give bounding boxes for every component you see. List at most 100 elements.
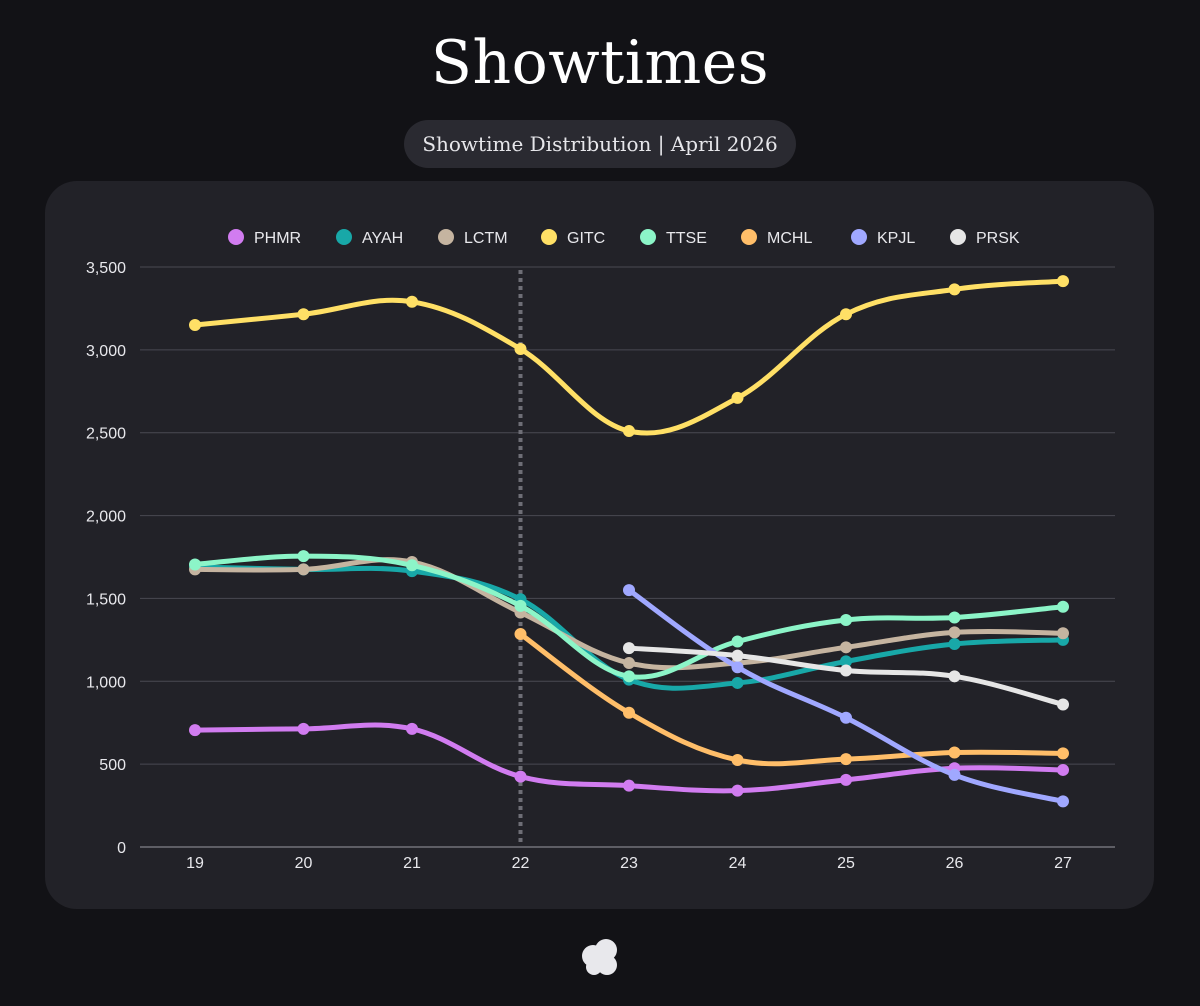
data-point [406,722,418,735]
data-point [731,661,744,674]
series-layer [189,275,1069,808]
data-point [514,628,527,641]
data-point [189,319,201,331]
data-point [1057,600,1069,613]
legend-marker [541,229,557,245]
data-point [623,670,635,683]
legend-label: KPJL [877,230,915,247]
data-point [623,584,635,597]
data-point [1057,698,1069,711]
data-point [840,664,852,677]
data-point [514,343,527,356]
data-point [731,784,744,797]
data-point [948,626,961,639]
y-tick-label: 1,000 [86,674,126,691]
legend-item: KPJL [851,229,915,247]
data-point [623,425,635,438]
data-point [731,754,744,766]
series-ayah [189,560,1069,691]
x-tick-label: 19 [186,855,204,872]
subtitle-badge: Showtime Distribution | April 2026 [404,120,796,168]
data-point [297,563,310,576]
y-tick-label: 0 [117,840,126,857]
legend-item: GITC [541,229,605,247]
legend-item: PRSK [950,229,1020,247]
data-point [623,779,635,792]
series-phmr [189,722,1069,797]
legend-label: PRSK [976,230,1020,247]
cloud-cluster-logo-icon [582,939,617,975]
data-point [514,599,527,612]
y-tick-label: 1,500 [86,591,126,608]
data-point [731,635,744,648]
data-point [731,391,744,404]
legend-marker [336,229,352,245]
series-ttse [189,550,1069,683]
legend: PHMR AYAH LCTM GITC TTSE MCHL KPJL PRSK [228,229,1020,247]
data-point [1057,275,1069,288]
data-point [297,722,310,735]
y-tick-label: 3,500 [86,260,126,277]
legend-marker [950,229,966,245]
data-point [189,724,201,737]
series-gitc [189,275,1069,438]
series-prsk [623,642,1069,711]
legend-item: MCHL [741,229,812,247]
y-tick-label: 500 [99,757,126,774]
legend-marker [741,229,757,245]
data-point [948,638,961,650]
data-point [623,642,635,655]
y-tick-label: 2,000 [86,509,126,526]
data-point [514,770,527,783]
legend-label: LCTM [464,230,508,247]
legend-item: LCTM [438,229,508,247]
data-point [1057,795,1069,808]
x-tick-label: 22 [512,855,530,872]
data-point [731,649,744,662]
legend-label: TTSE [666,230,707,247]
legend-label: AYAH [362,230,403,247]
legend-item: TTSE [640,229,707,247]
data-point [189,558,201,571]
x-tick-label: 21 [403,855,421,872]
y-tick-label: 2,500 [86,426,126,443]
x-tick-label: 25 [837,855,855,872]
data-point [297,308,310,321]
x-tick-label: 26 [946,855,964,872]
x-tick-label: 20 [295,855,313,872]
data-point [948,283,961,296]
legend-item: AYAH [336,229,403,247]
series-line [518,631,1066,767]
x-tick-label: 24 [729,855,747,872]
series-line [192,278,1066,436]
legend-label: GITC [567,230,605,247]
data-point [623,706,635,719]
data-point [840,308,852,321]
legend-marker [438,229,454,245]
data-point [840,773,852,786]
data-point [406,559,418,572]
data-point [406,295,418,308]
axis-labels: 0 500 1,000 1,500 2,000 2,500 3,000 3,500 19 20 21… [86,260,1072,872]
legend-label: PHMR [254,230,301,247]
data-point [840,613,852,626]
data-point [948,611,961,624]
data-point [731,676,744,689]
legend-label: MCHL [767,230,812,247]
page-title: Showtimes [430,28,770,98]
data-point [1057,763,1069,776]
legend-marker [228,229,244,245]
series-kpjl [623,584,1069,808]
legend-marker [640,229,656,245]
data-point [948,746,961,759]
x-tick-label: 27 [1054,855,1072,872]
data-point [948,768,961,781]
data-point [840,641,852,654]
data-point [840,655,852,668]
series-mchl [514,628,1069,767]
data-point [948,670,961,683]
data-point [1057,747,1069,760]
y-tick-label: 3,000 [86,343,126,360]
data-point [623,657,635,670]
